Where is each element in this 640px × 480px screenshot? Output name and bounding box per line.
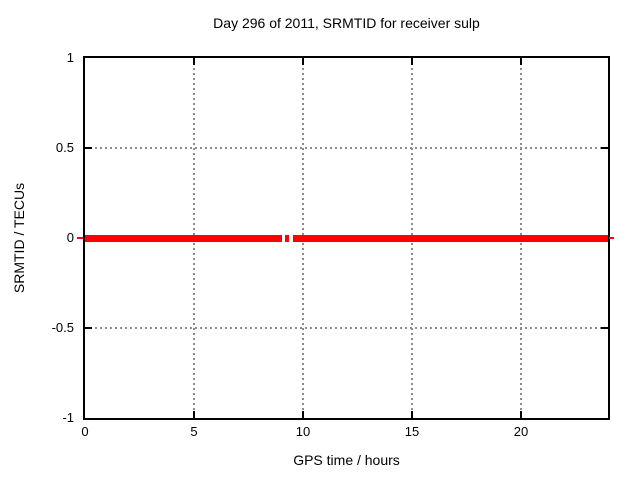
series-segment	[293, 235, 608, 242]
chart-title: Day 296 of 2011, SRMTID for receiver sul…	[213, 15, 480, 31]
x-tick-label: 20	[513, 424, 529, 439]
tick-left--0.5	[85, 327, 92, 329]
x-tick-label: 10	[295, 424, 311, 439]
y-tick-label: -1	[62, 410, 74, 425]
tick-bottom-20	[520, 411, 522, 418]
tick-top-10	[302, 58, 304, 65]
tick-bottom-5	[193, 411, 195, 418]
y-tick-label: 0.5	[55, 140, 74, 155]
tick-left-0.5	[85, 147, 92, 149]
tick-right-0.5	[601, 147, 608, 149]
y-tick-label: 0	[66, 230, 74, 245]
series-edge-mark-right	[609, 237, 614, 239]
tick-bottom-10	[302, 411, 304, 418]
y-tick-label: 1	[66, 50, 74, 65]
gridline-y-0.5	[85, 147, 608, 149]
series-segment	[85, 235, 282, 242]
tick-top-5	[193, 58, 195, 65]
tick-right--0.5	[601, 327, 608, 329]
tick-top-15	[411, 58, 413, 65]
x-axis-label: GPS time / hours	[293, 452, 400, 468]
series-segment	[285, 235, 289, 242]
y-tick-label: -0.5	[51, 320, 74, 335]
tick-bottom-15	[411, 411, 413, 418]
x-tick-label: 0	[81, 424, 89, 439]
series-edge-mark-left	[77, 237, 83, 239]
plot-area	[77, 56, 614, 420]
gridline-y--0.5	[85, 327, 608, 329]
x-tick-label: 15	[404, 424, 420, 439]
x-tick-label: 5	[190, 424, 198, 439]
tick-top-20	[520, 58, 522, 65]
